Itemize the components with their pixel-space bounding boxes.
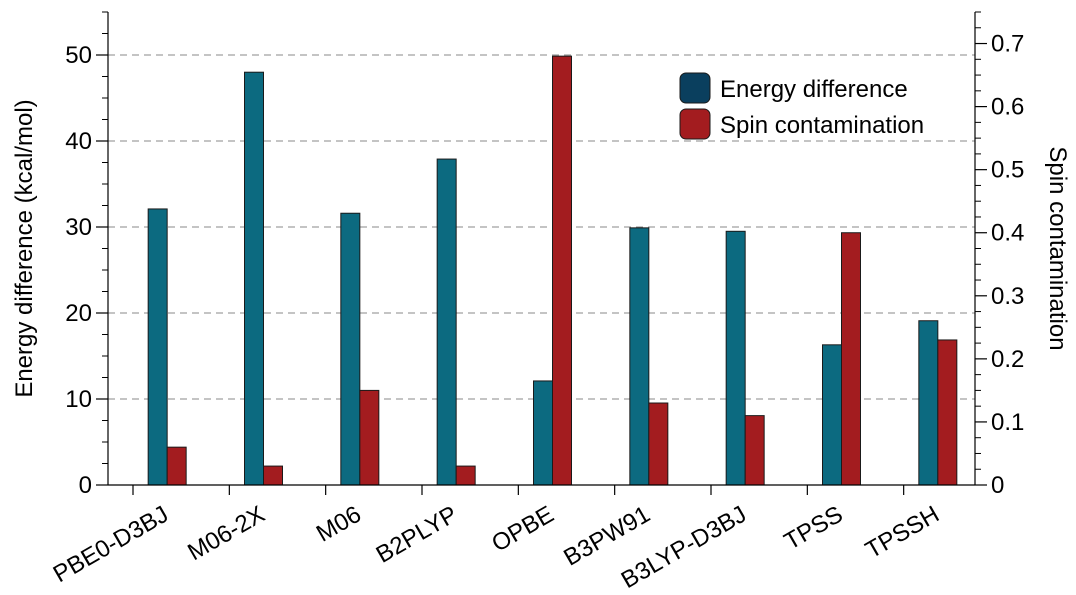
y-tick-label: 0 bbox=[79, 472, 92, 499]
legend-swatch bbox=[680, 109, 710, 139]
legend-swatch bbox=[680, 73, 710, 103]
legend-label: Energy difference bbox=[720, 76, 908, 103]
y-tick-label: 30 bbox=[65, 214, 92, 241]
y2-tick-label: 0.2 bbox=[991, 346, 1024, 373]
bar-spin-contamination bbox=[360, 390, 379, 485]
y2-tick-label: 0.1 bbox=[991, 409, 1024, 436]
x-tick-label: OPBE bbox=[487, 501, 558, 558]
y2-tick-label: 0 bbox=[991, 472, 1004, 499]
bar-spin-contamination bbox=[456, 466, 475, 485]
bar-spin-contamination bbox=[167, 447, 186, 485]
bar-energy-difference bbox=[630, 228, 649, 485]
y-tick-label: 10 bbox=[65, 386, 92, 413]
bar-energy-difference bbox=[341, 213, 360, 485]
y2-tick-label: 0.3 bbox=[991, 283, 1024, 310]
bar-energy-difference bbox=[534, 381, 553, 485]
bar-energy-difference bbox=[245, 72, 264, 485]
bar-energy-difference bbox=[823, 345, 842, 485]
bar-spin-contamination bbox=[649, 403, 668, 485]
bar-spin-contamination bbox=[842, 233, 861, 485]
y-tick-label: 50 bbox=[65, 42, 92, 69]
bar-spin-contamination bbox=[938, 340, 957, 485]
x-tick-label: M06-2X bbox=[183, 501, 269, 566]
bar-spin-contamination bbox=[553, 56, 572, 485]
x-tick-label: B2PLYP bbox=[372, 501, 463, 569]
x-tick-label: TPSS bbox=[780, 501, 848, 556]
x-tick-label: TPSSH bbox=[861, 501, 944, 564]
legend: Energy difference Spin contamination bbox=[680, 73, 924, 139]
y-axis-title: Energy difference (kcal/mol) bbox=[11, 99, 38, 397]
y2-axis-title: Spin contamination bbox=[1044, 146, 1071, 350]
x-tick-label: M06 bbox=[312, 501, 366, 548]
bar-energy-difference bbox=[726, 231, 745, 485]
y2-tick-label: 0.7 bbox=[991, 31, 1024, 58]
y-tick-label: 40 bbox=[65, 128, 92, 155]
bar-spin-contamination bbox=[745, 416, 764, 485]
bar-energy-difference bbox=[148, 209, 167, 485]
bar-spin-contamination bbox=[264, 466, 283, 485]
bar-energy-difference bbox=[437, 159, 456, 485]
y2-tick-label: 0.5 bbox=[991, 157, 1024, 184]
legend-label: Spin contamination bbox=[720, 112, 924, 139]
bar-energy-difference bbox=[919, 321, 938, 485]
x-tick-label: PBE0-D3BJ bbox=[49, 501, 173, 588]
y-tick-label: 20 bbox=[65, 300, 92, 327]
y2-tick-label: 0.6 bbox=[991, 94, 1024, 121]
y2-tick-label: 0.4 bbox=[991, 220, 1024, 247]
